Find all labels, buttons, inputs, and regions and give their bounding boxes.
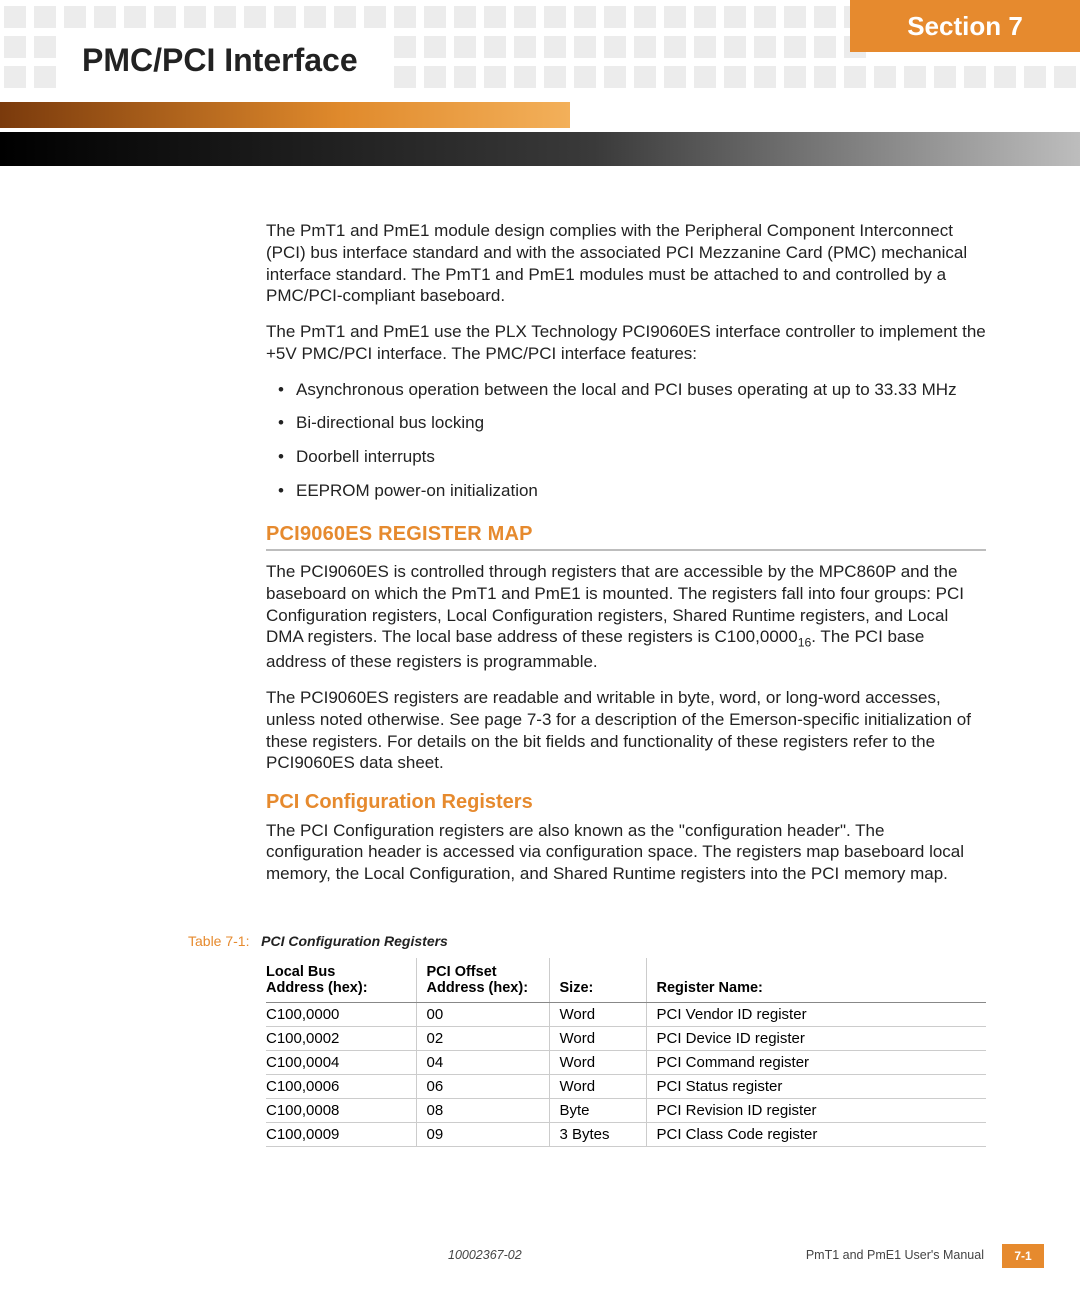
pcicfg-paragraph: The PCI Configuration registers are also… [266, 820, 986, 885]
feature-item: Bi-directional bus locking [266, 412, 986, 434]
table-cell: Word [549, 1003, 646, 1027]
table-header-local-bus: Local Bus Address (hex): [266, 958, 416, 1003]
footer-page-number: 7-1 [1002, 1244, 1044, 1268]
table-caption: Table 7-1: PCI Configuration Registers [188, 933, 448, 949]
feature-list: Asynchronous operation between the local… [266, 379, 986, 502]
table-cell: PCI Status register [646, 1075, 986, 1099]
table-header-size: Size: [549, 958, 646, 1003]
table-cell: PCI Revision ID register [646, 1099, 986, 1123]
page-footer: 10002367-02 PmT1 and PmE1 User's Manual … [0, 1248, 1080, 1270]
heading-pci-config: PCI Configuration Registers [266, 790, 986, 816]
table-cell: 09 [416, 1123, 549, 1147]
footer-manual-title: PmT1 and PmE1 User's Manual [806, 1248, 984, 1262]
table-cell: 3 Bytes [549, 1123, 646, 1147]
table-cell: PCI Vendor ID register [646, 1003, 986, 1027]
heading-register-map: PCI9060ES REGISTER MAP [266, 522, 986, 548]
table-row: C100,000808BytePCI Revision ID register [266, 1099, 986, 1123]
table-cell: Word [549, 1075, 646, 1099]
table-cell: C100,0008 [266, 1099, 416, 1123]
table-row: C100,000202WordPCI Device ID register [266, 1027, 986, 1051]
table-cell: C100,0004 [266, 1051, 416, 1075]
table-cell: 06 [416, 1075, 549, 1099]
table-header-register-name: Register Name: [646, 958, 986, 1003]
feature-item: EEPROM power-on initialization [266, 480, 986, 502]
table-cell: PCI Command register [646, 1051, 986, 1075]
intro-paragraph-2: The PmT1 and PmE1 use the PLX Technology… [266, 321, 986, 365]
table-cell: 02 [416, 1027, 549, 1051]
table-caption-title: PCI Configuration Registers [261, 933, 448, 949]
table-header-pci-offset: PCI Offset Address (hex): [416, 958, 549, 1003]
table-cell: C100,0000 [266, 1003, 416, 1027]
table-cell: 08 [416, 1099, 549, 1123]
table-cell: C100,0002 [266, 1027, 416, 1051]
section-badge: Section 7 [850, 0, 1080, 52]
footer-doc-id: 10002367-02 [448, 1248, 522, 1262]
table-row: C100,0009093 BytesPCI Class Code registe… [266, 1123, 986, 1147]
table-cell: Word [549, 1027, 646, 1051]
orange-gradient-bar [0, 102, 570, 128]
table-cell: C100,0009 [266, 1123, 416, 1147]
dark-gradient-bar [0, 132, 1080, 166]
body-content: The PmT1 and PmE1 module design complies… [266, 220, 986, 899]
table-cell: 04 [416, 1051, 549, 1075]
intro-paragraph-1: The PmT1 and PmE1 module design complies… [266, 220, 986, 307]
table-caption-label: Table 7-1: [188, 933, 249, 949]
table-row: C100,000404WordPCI Command register [266, 1051, 986, 1075]
heading-rule [266, 549, 986, 551]
table-cell: PCI Device ID register [646, 1027, 986, 1051]
table-cell: PCI Class Code register [646, 1123, 986, 1147]
feature-item: Doorbell interrupts [266, 446, 986, 468]
table-cell: 00 [416, 1003, 549, 1027]
feature-item: Asynchronous operation between the local… [266, 379, 986, 401]
page-title: PMC/PCI Interface [60, 40, 376, 81]
table-cell: C100,0006 [266, 1075, 416, 1099]
table-cell: Word [549, 1051, 646, 1075]
regmap-paragraph-1: The PCI9060ES is controlled through regi… [266, 561, 986, 673]
table-row: C100,000606WordPCI Status register [266, 1075, 986, 1099]
table-row: C100,000000WordPCI Vendor ID register [266, 1003, 986, 1027]
table-cell: Byte [549, 1099, 646, 1123]
pci-config-table: Local Bus Address (hex): PCI Offset Addr… [266, 958, 986, 1147]
regmap-paragraph-2: The PCI9060ES registers are readable and… [266, 687, 986, 774]
